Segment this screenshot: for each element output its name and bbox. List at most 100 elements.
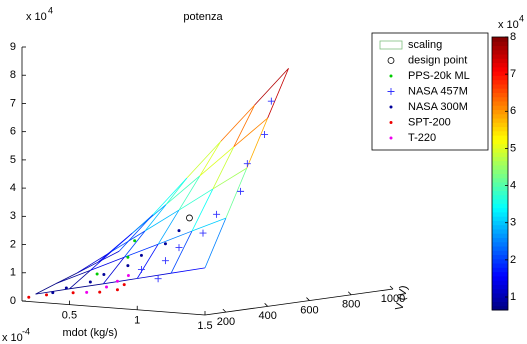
data-point — [163, 242, 167, 246]
data-point — [261, 131, 269, 139]
colorbar-tick-label: 4 — [510, 179, 516, 191]
colorbar-cell — [492, 58, 508, 64]
legend-label: T-220 — [408, 132, 436, 144]
mesh-edge — [69, 283, 104, 290]
colorbar-cell — [492, 177, 508, 183]
data-point — [85, 290, 89, 294]
data-point — [177, 229, 181, 233]
mesh-edge — [56, 272, 78, 284]
colorbar-cell — [492, 250, 508, 256]
colorbar-cell — [492, 92, 508, 98]
data-point — [126, 264, 130, 268]
mesh-edge — [152, 177, 188, 215]
x-multiplier: x 10 — [2, 332, 23, 344]
z-tick-label: 8 — [10, 69, 16, 81]
colorbar-cell — [492, 190, 508, 196]
colorbar-cell — [492, 96, 508, 102]
data-point — [95, 272, 99, 276]
mesh-edge — [77, 251, 112, 274]
data-point — [102, 273, 106, 277]
data-point — [154, 275, 162, 283]
mesh-edge — [191, 217, 227, 232]
data-point — [237, 187, 245, 195]
data-point — [122, 283, 126, 287]
legend-marker — [387, 57, 395, 64]
y-tick — [306, 297, 310, 301]
mesh-edge — [144, 204, 167, 232]
colorbar-cell — [492, 79, 508, 85]
colorbar-cell — [492, 275, 508, 281]
data-point — [126, 255, 130, 259]
legend-marker — [389, 74, 393, 78]
colorbar-cell — [492, 54, 508, 59]
mesh-edge — [131, 214, 154, 234]
colorbar-cell — [492, 258, 508, 264]
colorbar-cell — [492, 211, 508, 217]
mesh-edge — [254, 68, 289, 106]
colorbar-cell — [492, 109, 508, 115]
mesh-edge — [69, 270, 91, 290]
mesh-edge — [171, 267, 206, 274]
z-tick-label: 5 — [10, 154, 16, 166]
colorbar-cell — [492, 224, 508, 230]
colorbar-tick-label: 6 — [510, 105, 516, 117]
y-tick — [222, 308, 227, 313]
colorbar-cell — [492, 297, 508, 302]
legend-label: SPT-200 — [408, 116, 451, 128]
data-point — [115, 279, 119, 283]
legend-swatch — [379, 40, 403, 50]
colorbar-cell — [492, 246, 508, 251]
data-point — [213, 210, 221, 218]
y-axis — [204, 288, 394, 316]
data-point — [161, 257, 169, 265]
x-tick-label: 1 — [134, 315, 140, 327]
data-point — [243, 160, 251, 168]
colorbar-tick-label: 5 — [510, 142, 516, 154]
mesh-edge — [124, 243, 159, 258]
mesh-edge — [136, 244, 159, 279]
colorbar-cell — [492, 113, 508, 119]
mesh-edge — [157, 209, 180, 245]
mesh-edge — [118, 214, 154, 252]
mesh-edge — [199, 146, 235, 177]
legend-label: NASA 300M — [408, 101, 468, 113]
data-point — [115, 288, 119, 292]
colorbar-cell — [492, 199, 508, 204]
mesh-edge — [220, 104, 255, 142]
colorbar-cell — [492, 305, 508, 311]
y-tick-label: 600 — [300, 304, 318, 316]
colorbar-cell — [492, 233, 508, 238]
colorbar-cell — [492, 147, 508, 153]
colorbar-cell — [492, 271, 508, 277]
data-point — [186, 214, 193, 222]
z-exponent: 4 — [48, 5, 53, 15]
colorbar-cell — [492, 241, 508, 247]
colorbar-cell — [492, 135, 508, 140]
colorbar-cell — [492, 83, 508, 89]
colorbar-cell — [492, 88, 508, 93]
mesh-edge — [144, 209, 180, 232]
y-tick-label: 800 — [342, 299, 360, 311]
colorbar-cell — [492, 207, 508, 213]
colorbar-cell — [492, 186, 508, 192]
x-exponent: -4 — [22, 326, 30, 336]
data-point — [133, 239, 137, 243]
colorbar-cell — [492, 194, 508, 200]
colorbar-cell — [492, 139, 508, 145]
z-tick-label: 3 — [10, 210, 16, 222]
y-tick — [264, 303, 268, 307]
colorbar-cell — [492, 237, 508, 243]
colorbar-cell — [492, 105, 508, 111]
colorbar-cell — [492, 41, 508, 47]
mesh-edge — [178, 188, 214, 211]
y-tick-label: 1000 — [381, 293, 405, 305]
mesh-edge — [246, 117, 269, 169]
data-point — [45, 293, 49, 297]
colorbar-cell — [492, 182, 508, 187]
mesh-edge — [165, 177, 188, 205]
colorbar-frame — [491, 36, 509, 311]
mesh-edge — [137, 272, 172, 279]
colorbar-tick-label: 2 — [510, 254, 516, 266]
colorbar-cell — [492, 220, 508, 226]
